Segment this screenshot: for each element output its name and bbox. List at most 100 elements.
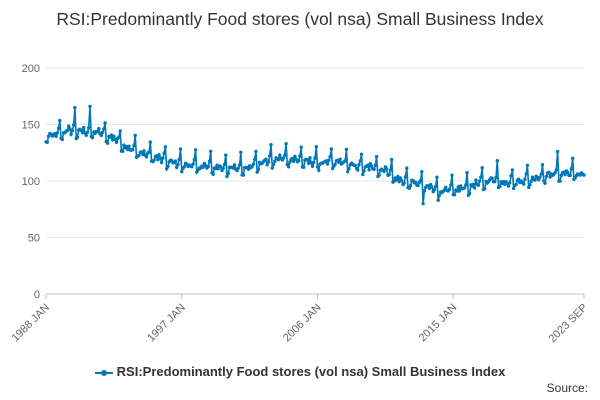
- data-point[interactable]: [511, 186, 516, 191]
- data-point[interactable]: [298, 154, 302, 158]
- data-point[interactable]: [273, 159, 277, 164]
- data-point[interactable]: [569, 167, 574, 171]
- data-point[interactable]: [65, 128, 70, 133]
- data-point[interactable]: [97, 127, 101, 131]
- data-point[interactable]: [191, 162, 195, 166]
- data-point[interactable]: [395, 178, 399, 182]
- data-point[interactable]: [377, 173, 381, 177]
- data-point[interactable]: [346, 170, 350, 174]
- data-point[interactable]: [103, 121, 107, 125]
- data-point[interactable]: [356, 168, 360, 172]
- data-point[interactable]: [408, 184, 413, 188]
- data-point[interactable]: [88, 104, 92, 109]
- data-point[interactable]: [222, 162, 227, 167]
- data-point[interactable]: [444, 185, 448, 190]
- data-point[interactable]: [72, 123, 76, 127]
- data-point[interactable]: [290, 156, 295, 161]
- data-point[interactable]: [193, 148, 198, 152]
- data-point[interactable]: [147, 150, 151, 154]
- data-point[interactable]: [142, 149, 146, 153]
- data-point[interactable]: [256, 167, 261, 172]
- data-point[interactable]: [69, 132, 73, 137]
- data-point[interactable]: [324, 159, 328, 163]
- data-point[interactable]: [313, 156, 317, 160]
- data-point[interactable]: [112, 134, 116, 138]
- data-point[interactable]: [131, 148, 135, 152]
- data-point[interactable]: [286, 165, 291, 169]
- data-point[interactable]: [457, 189, 462, 193]
- data-point[interactable]: [110, 138, 115, 142]
- data-point[interactable]: [161, 156, 165, 160]
- data-point[interactable]: [284, 142, 288, 146]
- data-point[interactable]: [266, 160, 271, 164]
- data-point[interactable]: [276, 158, 281, 162]
- data-point[interactable]: [571, 156, 575, 160]
- data-point[interactable]: [501, 179, 506, 184]
- data-point[interactable]: [278, 153, 282, 157]
- data-point[interactable]: [133, 133, 137, 138]
- data-point[interactable]: [382, 169, 386, 174]
- data-point[interactable]: [211, 172, 215, 176]
- data-point[interactable]: [540, 163, 545, 167]
- data-point[interactable]: [467, 191, 472, 196]
- data-point[interactable]: [157, 153, 161, 157]
- data-point[interactable]: [314, 145, 318, 149]
- data-point[interactable]: [70, 128, 75, 133]
- data-point[interactable]: [75, 135, 80, 139]
- data-point[interactable]: [73, 105, 77, 110]
- data-point[interactable]: [118, 129, 122, 133]
- data-point[interactable]: [307, 161, 311, 165]
- data-point[interactable]: [464, 183, 468, 187]
- data-point[interactable]: [548, 175, 552, 179]
- data-point[interactable]: [434, 184, 438, 189]
- data-point[interactable]: [148, 140, 152, 144]
- data-point[interactable]: [239, 150, 243, 154]
- data-point[interactable]: [392, 179, 396, 183]
- data-point[interactable]: [315, 165, 320, 169]
- data-point[interactable]: [495, 159, 499, 163]
- data-point[interactable]: [478, 179, 482, 183]
- data-point[interactable]: [563, 172, 567, 177]
- data-point[interactable]: [384, 167, 389, 171]
- data-point[interactable]: [510, 168, 515, 172]
- data-point[interactable]: [416, 183, 420, 188]
- data-point[interactable]: [214, 166, 218, 171]
- data-point[interactable]: [87, 126, 91, 130]
- data-point[interactable]: [225, 174, 229, 179]
- data-point[interactable]: [462, 186, 467, 190]
- data-point[interactable]: [232, 163, 237, 167]
- data-point[interactable]: [253, 157, 257, 162]
- data-point[interactable]: [117, 135, 121, 139]
- data-point[interactable]: [553, 171, 557, 175]
- data-point[interactable]: [544, 174, 548, 179]
- data-point[interactable]: [299, 145, 303, 149]
- data-point[interactable]: [472, 186, 477, 190]
- data-point[interactable]: [99, 133, 104, 138]
- data-point[interactable]: [159, 160, 164, 165]
- data-point[interactable]: [226, 171, 230, 176]
- data-point[interactable]: [297, 159, 301, 163]
- data-point[interactable]: [407, 186, 411, 190]
- data-point[interactable]: [405, 166, 409, 170]
- data-point[interactable]: [480, 166, 484, 170]
- data-point[interactable]: [527, 185, 531, 190]
- data-point[interactable]: [543, 181, 547, 185]
- data-point[interactable]: [367, 168, 371, 172]
- data-point[interactable]: [476, 183, 481, 187]
- data-point[interactable]: [293, 154, 297, 159]
- data-point[interactable]: [452, 193, 457, 197]
- data-point[interactable]: [84, 133, 88, 137]
- data-point[interactable]: [221, 166, 225, 170]
- data-point[interactable]: [137, 153, 141, 157]
- data-point[interactable]: [358, 159, 362, 163]
- data-point[interactable]: [554, 168, 558, 172]
- data-point[interactable]: [388, 168, 393, 172]
- data-point[interactable]: [524, 172, 528, 176]
- data-point[interactable]: [459, 184, 463, 188]
- data-point[interactable]: [343, 159, 347, 163]
- data-point[interactable]: [479, 175, 483, 179]
- data-point[interactable]: [528, 183, 532, 187]
- data-point[interactable]: [302, 165, 306, 169]
- data-point[interactable]: [337, 160, 341, 165]
- data-point[interactable]: [102, 127, 106, 131]
